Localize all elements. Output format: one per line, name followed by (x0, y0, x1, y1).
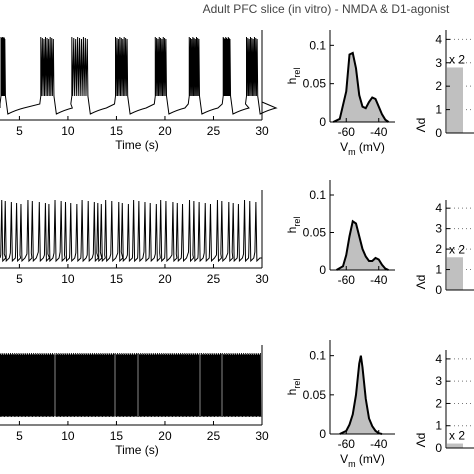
bar-1-bar (447, 67, 463, 133)
trace-2-tick-label: 20 (158, 272, 172, 286)
hist-3-area (339, 355, 382, 434)
hist-1-ytick-label: 0.05 (303, 77, 327, 91)
bar-2-ylabel: Λd (414, 275, 428, 290)
bar-3-ylabel: Λd (414, 433, 428, 448)
bar-3-ytick-label: 0 (435, 441, 442, 455)
hist-1-xlabel: Vm (mV) (340, 140, 385, 157)
hist-3-ytick-label: 0.05 (303, 388, 327, 402)
trace-1-tick-label: 10 (61, 124, 75, 138)
trace-1-tick-label: 25 (207, 124, 221, 138)
bar-2-ytick-label: 4 (435, 201, 442, 215)
hist-3-xlabel: Vm (mV) (340, 452, 385, 469)
hist-1-ytick-label: 0 (319, 115, 326, 129)
trace-1-tick-label: 15 (110, 124, 124, 138)
trace-1-tick-label: 30 (255, 124, 269, 138)
hist-2-ytick-label: 0.1 (309, 188, 326, 202)
hist-2-xtick-label: -40 (370, 273, 388, 287)
hist-2-xtick-label: -60 (338, 273, 356, 287)
bar-3-ytick-label: 1 (435, 419, 442, 433)
bar-2-ytick-label: 0 (435, 283, 442, 297)
trace-3-tick-label: 10 (61, 429, 75, 443)
bar-3-ytick-label: 2 (435, 396, 442, 410)
trace-2-tick-label: 15 (110, 272, 124, 286)
hist-1-ytick-label: 0.1 (309, 38, 326, 52)
bar-3-annotation: x 2 (449, 429, 465, 443)
bar-1-ytick-label: 2 (435, 79, 442, 93)
trace-3-tick-label: 30 (255, 429, 269, 443)
trace-3-tick-label: 20 (158, 429, 172, 443)
hist-2-area (336, 221, 389, 270)
hist-1-ylabel: hrel (285, 68, 302, 85)
figure-title: Adult PFC slice (in vitro) - NMDA & D1-a… (203, 2, 450, 16)
trace-1-xlabel: Time (s) (115, 138, 159, 152)
bar-1-ytick-label: 3 (435, 56, 442, 70)
hist-1-xtick-label: -40 (370, 125, 388, 139)
hist-3-xtick-label: -60 (338, 437, 356, 451)
hist-3-curve (339, 355, 383, 435)
bar-2-ytick-label: 2 (435, 242, 442, 256)
bar-3-ytick-label: 4 (435, 352, 442, 366)
bar-1-ylabel: Λd (414, 118, 428, 133)
bar-1-ytick-label: 0 (435, 126, 442, 140)
trace-2-tick-label: 25 (207, 272, 221, 286)
bar-2-ytick-label: 3 (435, 222, 442, 236)
hist-2-ytick-label: 0 (319, 263, 326, 277)
trace-1-tick-label: 20 (158, 124, 172, 138)
trace-2-tick-label: 5 (16, 272, 23, 286)
hist-1-area (333, 53, 389, 122)
trace-3-tick-label: 15 (110, 429, 124, 443)
bar-3-ytick-label: 3 (435, 374, 442, 388)
hist-2-ytick-label: 0.05 (303, 226, 327, 240)
bar-2-bar (447, 257, 463, 290)
hist-3-ytick-label: 0 (319, 427, 326, 441)
bar-1-ytick-label: 4 (435, 32, 442, 46)
hist-2-ylabel: hrel (285, 217, 302, 234)
bar-1-annotation: x 2 (449, 52, 465, 66)
trace-2-tick-label: 30 (255, 272, 269, 286)
hist-3-ylabel: hrel (285, 379, 302, 396)
trace-3-tick-label: 5 (16, 429, 23, 443)
hist-1-curve (332, 51, 390, 123)
bar-3-bar (447, 443, 463, 448)
trace-3-line (0, 352, 262, 418)
hist-2-curve (336, 219, 389, 271)
bar-1-ytick-label: 1 (435, 103, 442, 117)
hist-3-ytick-label: 0.1 (309, 349, 326, 363)
trace-3-xlabel: Time (s) (115, 443, 159, 457)
trace-1-line (0, 36, 278, 115)
trace-3-tick-label: 25 (207, 429, 221, 443)
trace-1-tick-label: 5 (16, 124, 23, 138)
hist-1-xtick-label: -60 (338, 125, 356, 139)
trace-2-line (0, 199, 262, 263)
trace-2-tick-label: 10 (61, 272, 75, 286)
hist-3-xtick-label: -40 (370, 437, 388, 451)
bar-2-annotation: x 2 (449, 242, 465, 256)
bar-2-ytick-label: 1 (435, 263, 442, 277)
